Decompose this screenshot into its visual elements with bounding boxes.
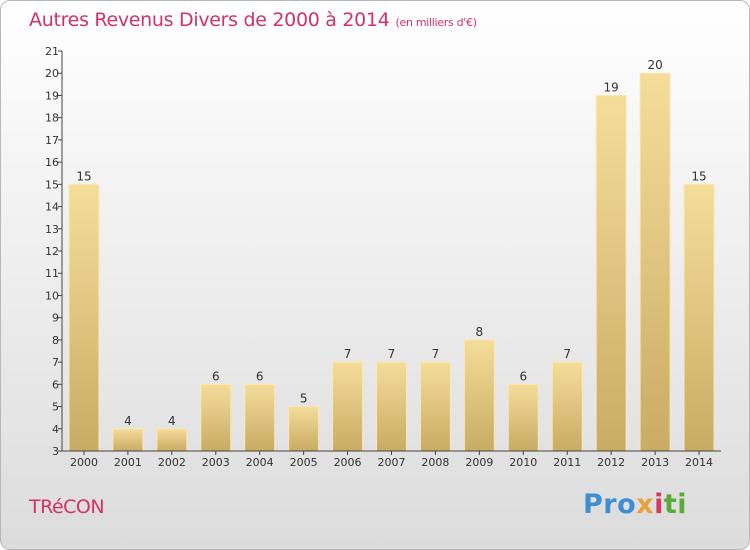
chart-title-text: Autres Revenus Divers de 2000 à 2014 bbox=[29, 9, 390, 31]
proxiti-logo[interactable]: Proxiti bbox=[583, 489, 688, 520]
axes-group: 3 4 5 6 7 8 9 10 11 12 13 14 15 16 17 18 19 20 21 2000 2001 2… bbox=[45, 45, 721, 469]
chart-title: Autres Revenus Divers de 2000 à 2014 (en … bbox=[29, 9, 477, 31]
bar bbox=[639, 72, 671, 452]
bars-group: 15 4 4 6 6 5 7 7 7 8 6 7 19 20 15 bbox=[68, 58, 715, 452]
x-tick-label: 2008 bbox=[421, 456, 449, 469]
bar bbox=[419, 361, 451, 452]
y-tick-label: 8 bbox=[52, 334, 59, 347]
data-label: 7 bbox=[344, 347, 352, 361]
data-label: 7 bbox=[432, 347, 440, 361]
bar bbox=[551, 361, 583, 452]
y-tick-label: 12 bbox=[45, 245, 59, 258]
bar bbox=[332, 361, 364, 452]
y-tick-label: 16 bbox=[45, 156, 59, 169]
bar bbox=[68, 183, 100, 452]
data-label: 20 bbox=[647, 58, 662, 72]
bar bbox=[200, 383, 232, 452]
bar bbox=[376, 361, 407, 452]
data-label: 7 bbox=[388, 347, 396, 361]
bar bbox=[244, 383, 276, 452]
bar bbox=[156, 428, 188, 452]
y-tick-label: 4 bbox=[52, 423, 59, 436]
x-tick-label: 2000 bbox=[70, 456, 98, 469]
bar bbox=[683, 183, 715, 452]
x-tick-label: 2005 bbox=[290, 456, 318, 469]
data-label: 7 bbox=[563, 347, 571, 361]
y-tick-label: 21 bbox=[45, 45, 59, 58]
x-tick-label: 2002 bbox=[158, 456, 186, 469]
x-tick-label: 2013 bbox=[641, 456, 669, 469]
commune-name: TRéCON bbox=[29, 496, 105, 518]
data-label: 6 bbox=[519, 369, 527, 383]
data-label: 5 bbox=[300, 392, 308, 406]
x-tick-label: 2011 bbox=[553, 456, 581, 469]
x-tick-label: 2004 bbox=[246, 456, 274, 469]
x-tick-label: 2007 bbox=[378, 456, 406, 469]
y-tick-label: 13 bbox=[45, 223, 59, 236]
y-tick-label: 9 bbox=[52, 312, 59, 325]
y-tick-label: 7 bbox=[52, 356, 59, 369]
y-tick-label: 11 bbox=[45, 267, 59, 280]
data-label: 15 bbox=[691, 169, 706, 183]
bar bbox=[595, 94, 627, 452]
data-label: 4 bbox=[124, 414, 132, 428]
y-tick-label: 17 bbox=[45, 134, 59, 147]
y-tick-label: 5 bbox=[52, 401, 59, 414]
x-tick-label: 2010 bbox=[509, 456, 537, 469]
y-tick-label: 15 bbox=[45, 178, 59, 191]
y-tick-label: 18 bbox=[45, 112, 59, 125]
x-tick-label: 2006 bbox=[334, 456, 362, 469]
data-label: 4 bbox=[168, 414, 176, 428]
y-tick-label: 10 bbox=[45, 289, 59, 302]
data-label: 19 bbox=[604, 80, 619, 94]
bar bbox=[288, 406, 320, 452]
x-tick-label: 2009 bbox=[465, 456, 493, 469]
data-label: 8 bbox=[476, 325, 484, 339]
x-tick-label: 2012 bbox=[597, 456, 625, 469]
y-tick-label: 6 bbox=[52, 378, 59, 391]
bar bbox=[507, 383, 539, 452]
bar bbox=[112, 428, 144, 452]
chart-subtitle: (en milliers d'€) bbox=[395, 16, 477, 29]
bar bbox=[463, 339, 495, 452]
y-tick-label: 20 bbox=[45, 67, 59, 80]
x-tick-label: 2001 bbox=[114, 456, 142, 469]
data-label: 15 bbox=[76, 169, 91, 183]
x-tick-label: 2003 bbox=[202, 456, 230, 469]
data-label: 6 bbox=[256, 369, 264, 383]
y-tick-label: 19 bbox=[45, 89, 59, 102]
x-tick-label: 2014 bbox=[685, 456, 713, 469]
y-tick-label: 14 bbox=[45, 201, 59, 214]
y-tick-label: 3 bbox=[52, 445, 59, 458]
data-label: 6 bbox=[212, 369, 220, 383]
